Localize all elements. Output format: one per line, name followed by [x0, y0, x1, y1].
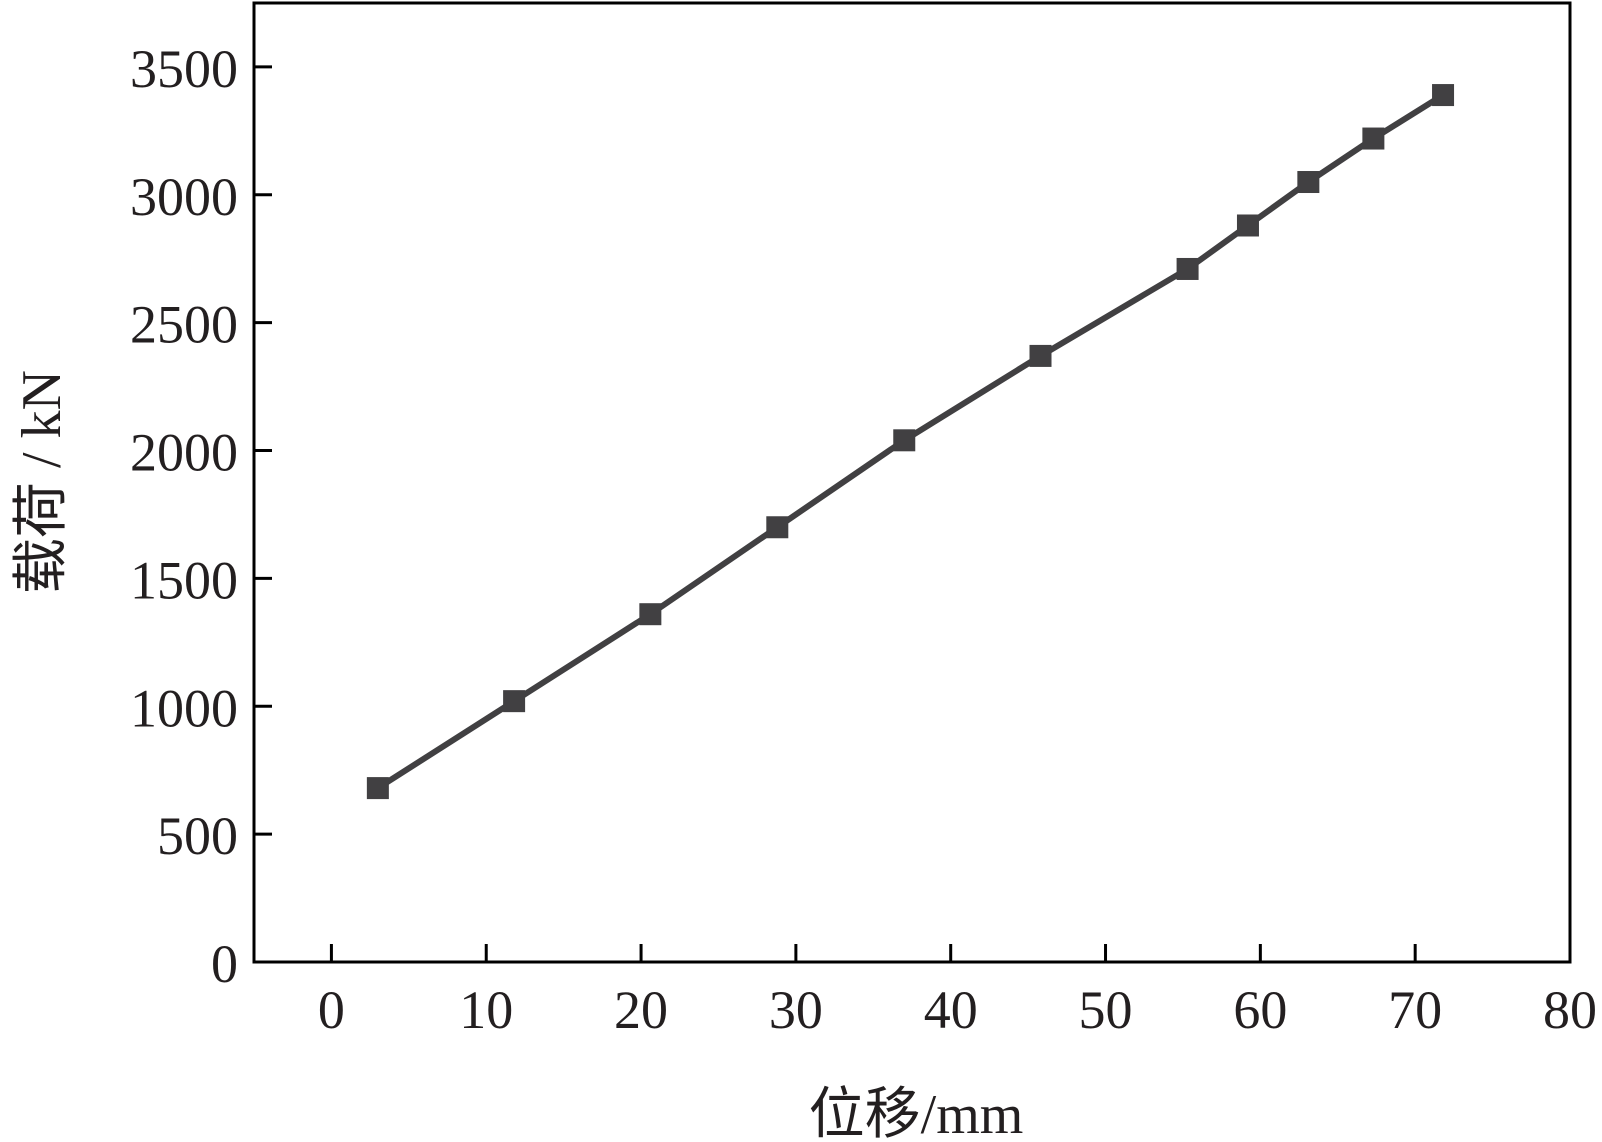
x-tick-label: 40 [924, 980, 978, 1040]
data-point-marker [639, 603, 662, 626]
y-tick-label: 500 [157, 806, 238, 866]
series-group [366, 84, 1455, 800]
y-tick-label: 3000 [130, 167, 238, 227]
y-tick-label: 1500 [130, 550, 238, 610]
x-tick-label: 10 [459, 980, 513, 1040]
data-point-marker [1297, 171, 1320, 194]
plot-frame [252, 1, 1572, 964]
data-point-marker [1029, 344, 1052, 367]
x-tick-label: 60 [1233, 980, 1287, 1040]
y-tick-label: 0 [211, 934, 238, 994]
x-tick-label: 70 [1388, 980, 1442, 1040]
x-axis-title: 位移/mm [809, 1084, 1024, 1142]
y-tick-label: 2500 [130, 295, 238, 355]
data-point-marker [893, 429, 916, 452]
axis-ticks [254, 65, 1572, 964]
data-point-marker [1362, 127, 1385, 150]
y-tick-label: 3500 [130, 39, 238, 99]
x-tick-label: 0 [318, 980, 345, 1040]
x-tick-labels: 0 10 20 30 40 50 60 70 80 [318, 980, 1597, 1040]
data-point-marker [503, 690, 526, 713]
y-tick-label: 2000 [130, 423, 238, 483]
x-tick-label: 30 [769, 980, 823, 1040]
y-tick-labels: 0 500 1000 1500 2000 2500 3000 3500 [130, 39, 238, 994]
data-point-marker [1432, 84, 1455, 107]
data-point-marker [366, 777, 389, 800]
y-tick-label: 1000 [130, 678, 238, 738]
data-point-marker [1176, 257, 1199, 280]
x-tick-label: 50 [1079, 980, 1133, 1040]
data-point-marker [766, 516, 789, 539]
x-tick-label: 20 [614, 980, 668, 1040]
y-axis-title: 载荷 / kN [11, 370, 73, 594]
x-tick-label: 80 [1543, 980, 1597, 1040]
data-point-marker [1236, 214, 1259, 237]
